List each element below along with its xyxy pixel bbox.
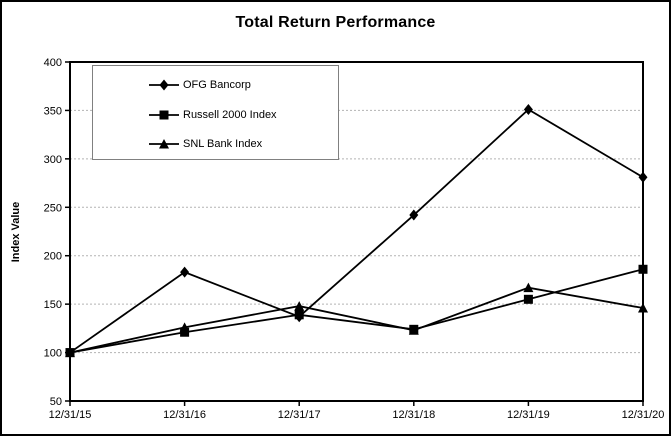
legend-label: Russell 2000 Index (183, 108, 277, 121)
triangle-icon (149, 139, 179, 149)
series-line-russell-2000-index (69, 268, 644, 354)
legend-item-ofg-bancorp: OFG Bancorp (93, 70, 338, 100)
y-tick-label: 300 (44, 154, 62, 166)
series-ofg-bancorp (65, 103, 648, 359)
axis-tick-labels: 50 100 150 200 250 300 350 400 12/31/15 12/31/16 1… (44, 57, 665, 421)
x-tick-label: 12/31/18 (392, 409, 435, 421)
y-tick-label: 100 (44, 348, 62, 360)
x-tick-label: 12/31/16 (163, 409, 206, 421)
triangle-marker (638, 303, 648, 313)
square-marker (409, 324, 419, 334)
gridlines (70, 109, 643, 354)
square-icon (149, 110, 179, 119)
diamond-icon (149, 79, 179, 91)
x-tick-label: 12/31/20 (622, 409, 665, 421)
square-marker (523, 294, 533, 304)
series-line-ofg-bancorp (69, 108, 644, 354)
square-marker (638, 264, 648, 274)
legend-label: SNL Bank Index (183, 138, 263, 151)
y-tick-label: 50 (50, 396, 62, 408)
triangle-marker (294, 301, 305, 311)
legend-item-russell-2000-index: Russell 2000 Index (93, 100, 338, 130)
y-tick-label: 150 (44, 299, 62, 311)
x-tick-label: 12/31/17 (278, 409, 321, 421)
y-tick-label: 350 (44, 105, 62, 117)
plot-frame (69, 61, 644, 402)
legend: OFG Bancorp Russell 2000 Index SNL Bank In… (92, 65, 339, 160)
triangle-marker (523, 282, 534, 293)
series-line-snl-bank-index (69, 286, 644, 354)
series-russell-2000-index (65, 264, 648, 358)
y-tick-label: 250 (44, 202, 62, 214)
diamond-marker (65, 347, 75, 359)
diamond-marker (180, 266, 190, 278)
diamond-marker (523, 103, 533, 115)
diamond-marker (409, 209, 419, 221)
y-tick-label: 400 (44, 57, 62, 69)
chart-title: Total Return Performance (235, 14, 436, 31)
diamond-marker (638, 171, 648, 183)
axis-ticks (65, 61, 644, 406)
legend-label: OFG Bancorp (183, 78, 251, 91)
diamond-marker (294, 311, 304, 323)
x-tick-label: 12/31/15 (49, 409, 92, 421)
legend-item-snl-bank-index: SNL Bank Index (93, 129, 338, 159)
y-tick-label: 200 (44, 251, 62, 263)
square-marker (180, 327, 190, 337)
x-tick-label: 12/31/19 (507, 409, 550, 421)
